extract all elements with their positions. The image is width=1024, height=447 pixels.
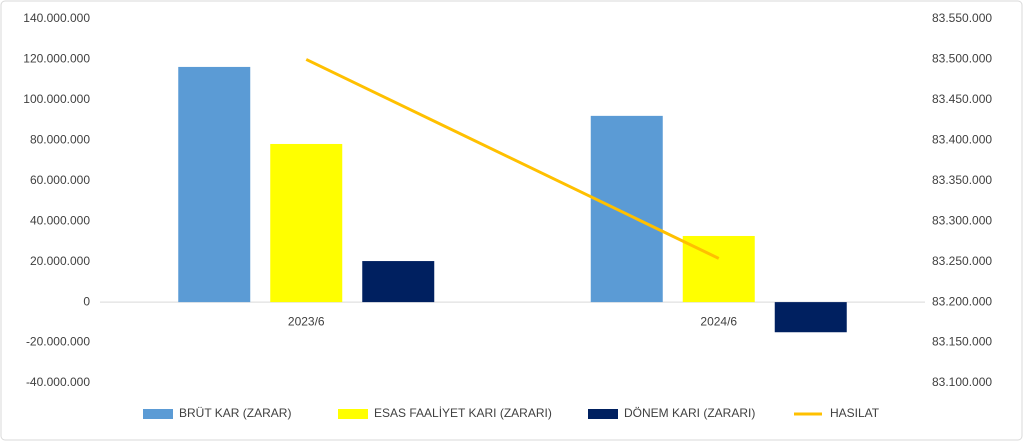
bar: [270, 143, 343, 303]
y-tick-label: 60.000.000: [30, 173, 90, 187]
y-tick-label: -20.000.000: [26, 335, 90, 349]
legend-swatch: [588, 409, 618, 419]
y-tick-label: -40.000.000: [26, 375, 90, 389]
y-tick-label: 20.000.000: [30, 254, 90, 268]
y-tick-label: 100.000.000: [23, 92, 90, 106]
legend-swatch: [143, 409, 173, 419]
y-tick-label: 0: [83, 294, 90, 308]
legend-label: DÖNEM KARI (ZARARI): [624, 406, 755, 420]
x-tick-label: 2024/6: [700, 314, 737, 328]
y2-tick-label: 83.250.000: [932, 254, 992, 268]
y2-tick-label: 83.400.000: [932, 133, 992, 147]
y-tick-label: 80.000.000: [30, 133, 90, 147]
line: [305, 58, 720, 260]
y2-tick-label: 83.550.000: [932, 11, 992, 25]
y2-tick-label: 83.300.000: [932, 213, 992, 227]
y2-tick-label: 83.450.000: [932, 92, 992, 106]
y-tick-label: 120.000.000: [23, 52, 90, 66]
y2-tick-label: 83.150.000: [932, 335, 992, 349]
legend-label: BRÜT KAR (ZARAR): [179, 406, 291, 420]
y2-tick-label: 83.100.000: [932, 375, 992, 389]
y2-tick-label: 83.350.000: [932, 173, 992, 187]
y-tick-label: 40.000.000: [30, 213, 90, 227]
bar: [178, 66, 251, 303]
legend-swatch: [338, 409, 368, 419]
y-tick-label: 140.000.000: [23, 11, 90, 25]
legend-label: ESAS FAALİYET KARI (ZARARI): [374, 406, 552, 420]
y2-tick-label: 83.200.000: [932, 294, 992, 308]
legend-label: HASILAT: [830, 406, 880, 420]
bar: [362, 261, 435, 303]
y2-tick-label: 83.500.000: [932, 52, 992, 66]
bar: [774, 302, 847, 333]
x-tick-label: 2023/6: [288, 314, 325, 328]
bar: [590, 115, 663, 303]
